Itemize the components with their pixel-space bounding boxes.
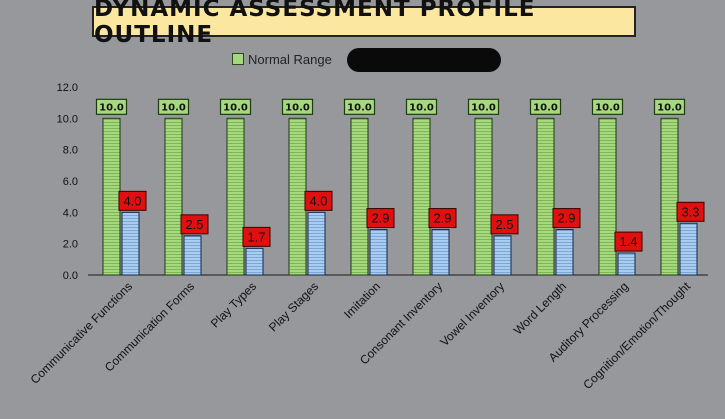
data-label-box-normal-range [95, 98, 128, 115]
x-tick-label: Word Length [511, 279, 569, 337]
data-label-box-score [180, 214, 209, 235]
data-label-normal-range: 10.0 [595, 102, 620, 113]
data-label-score: 4.0 [123, 193, 141, 208]
bar-score [307, 211, 326, 276]
bar-normal-range [164, 117, 183, 276]
data-label-score: 4.0 [309, 193, 327, 208]
bar-normal-range [226, 117, 245, 276]
data-label-box-normal-range [467, 98, 500, 115]
x-tick-label: Play Stages [266, 279, 321, 334]
bar-score [121, 211, 140, 276]
y-tick-label: 10.0 [57, 113, 78, 125]
data-label-box-score [242, 226, 271, 247]
legend-label-normal-range: Normal Range [248, 51, 332, 67]
legend: Normal Range [232, 50, 332, 68]
data-label-normal-range: 10.0 [533, 102, 558, 113]
data-label-box-score [118, 190, 147, 211]
bar-normal-range [536, 117, 555, 276]
data-label-box-normal-range [157, 98, 190, 115]
data-label-box-score [366, 208, 395, 229]
data-label-score: 1.7 [247, 229, 265, 244]
data-label-box-score [428, 208, 457, 229]
legend-swatch-normal-range [232, 53, 244, 65]
bar-normal-range [412, 117, 431, 276]
y-tick-label: 8.0 [63, 145, 78, 157]
bar-normal-range [350, 117, 369, 276]
x-tick-label: Play Types [208, 279, 259, 330]
bar-normal-range [102, 117, 121, 276]
x-tick-label: Cognition/Emotion/Thought [580, 279, 693, 392]
x-tick-label: Vowel Inventory [437, 279, 507, 349]
data-label-box-normal-range [281, 98, 314, 115]
bar-score [555, 229, 574, 276]
data-label-normal-range: 10.0 [161, 102, 186, 113]
data-label-score: 2.9 [371, 211, 389, 226]
y-tick-label: 12.0 [57, 82, 78, 94]
data-labels: 10.0 4.0 10.0 2.5 10.0 1.7 10.0 4.0 10.0 2.9 10.0 2… [95, 98, 705, 252]
data-label-score: 2.5 [495, 217, 513, 232]
data-label-box-normal-range [529, 98, 562, 115]
data-label-normal-range: 10.0 [657, 102, 682, 113]
data-label-score: 3.3 [681, 204, 699, 219]
data-label-score: 2.9 [557, 211, 575, 226]
data-label-box-normal-range [591, 98, 624, 115]
data-label-box-normal-range [653, 98, 686, 115]
data-label-box-score [304, 190, 333, 211]
data-label-score: 1.4 [619, 234, 637, 249]
y-tick-label: 4.0 [63, 207, 78, 219]
y-tick-label: 0.0 [63, 270, 78, 282]
data-label-box-score [490, 214, 519, 235]
bar-score [245, 247, 264, 276]
bar-score [183, 235, 202, 276]
data-label-box-score [614, 231, 643, 252]
data-label-normal-range: 10.0 [285, 102, 310, 113]
data-label-box-normal-range [343, 98, 376, 115]
data-label-box-normal-range [405, 98, 438, 115]
y-tick-label: 2.0 [63, 239, 78, 251]
bars [102, 117, 698, 276]
data-label-normal-range: 10.0 [99, 102, 124, 113]
data-label-score: 2.5 [185, 217, 203, 232]
data-label-score: 2.9 [433, 211, 451, 226]
data-label-normal-range: 10.0 [471, 102, 496, 113]
bar-score [431, 229, 450, 276]
y-tick-label: 6.0 [63, 176, 78, 188]
data-label-normal-range: 10.0 [223, 102, 248, 113]
data-label-normal-range: 10.0 [347, 102, 372, 113]
bar-score [369, 229, 388, 276]
x-tick-label: Imitation [341, 279, 383, 321]
data-label-box-normal-range [219, 98, 252, 115]
data-label-box-score [552, 208, 581, 229]
data-label-normal-range: 10.0 [409, 102, 434, 113]
bar-score [679, 222, 698, 276]
bar-score [617, 252, 636, 276]
redacted-legend-entry [347, 48, 501, 72]
data-label-box-score [676, 201, 705, 222]
bar-normal-range [474, 117, 493, 276]
bar-normal-range [288, 117, 307, 276]
bar-normal-range [598, 117, 617, 276]
bar-normal-range [660, 117, 679, 276]
x-tick-label: Communicative Functions [28, 279, 136, 387]
bar-score [493, 235, 512, 276]
chart-title: DYNAMIC ASSESSMENT PROFILE OUTLINE [92, 0, 636, 48]
